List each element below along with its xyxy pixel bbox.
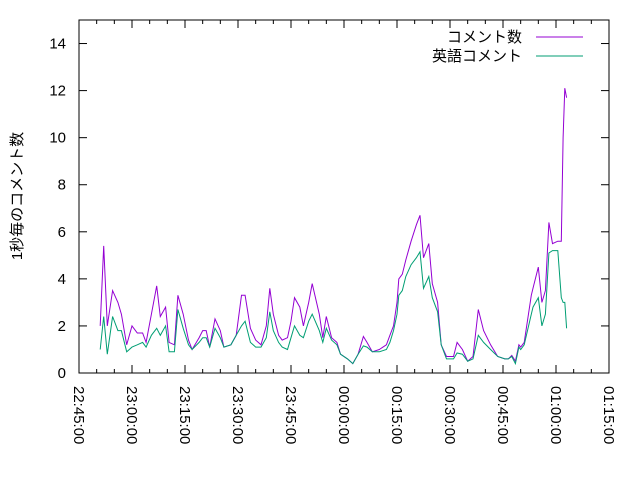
y-tick-label: 14 bbox=[49, 36, 66, 53]
y-tick-label: 0 bbox=[58, 365, 66, 382]
x-tick-label: 23:45:00 bbox=[282, 386, 299, 444]
series-line-english-comments bbox=[99, 250, 568, 366]
x-tick-label: 23:15:00 bbox=[176, 386, 193, 444]
x-tick-label: 00:15:00 bbox=[388, 386, 405, 444]
legend-label: 英語コメント bbox=[432, 47, 522, 65]
x-tick-label: 00:00:00 bbox=[335, 386, 352, 444]
x-tick-label: 23:00:00 bbox=[123, 386, 140, 444]
x-tick-label: 00:45:00 bbox=[494, 386, 511, 444]
y-tick-label: 2 bbox=[58, 318, 66, 335]
x-tick-label: 01:15:00 bbox=[600, 386, 617, 444]
y-tick-label: 12 bbox=[49, 83, 66, 100]
y-tick-label: 10 bbox=[49, 130, 66, 147]
y-tick-label: 6 bbox=[58, 224, 66, 241]
y-axis-label: 1秒毎のコメント数 bbox=[9, 132, 26, 260]
series-group bbox=[99, 88, 568, 366]
plot-border bbox=[78, 19, 610, 374]
series-line-comments bbox=[99, 88, 568, 365]
y-tick-label: 4 bbox=[58, 271, 66, 288]
legend-label: コメント数 bbox=[447, 29, 522, 46]
axes: 0 2 4 6 8 10 12 14 22:45:00 23:00:00 23:15:00 23:30… bbox=[49, 20, 617, 444]
y-tick-label: 8 bbox=[58, 177, 66, 194]
x-tick-label: 22:45:00 bbox=[70, 386, 87, 444]
x-tick-label: 01:00:00 bbox=[547, 386, 564, 444]
x-tick-label: 23:30:00 bbox=[229, 386, 246, 444]
x-tick-label: 00:30:00 bbox=[441, 386, 458, 444]
